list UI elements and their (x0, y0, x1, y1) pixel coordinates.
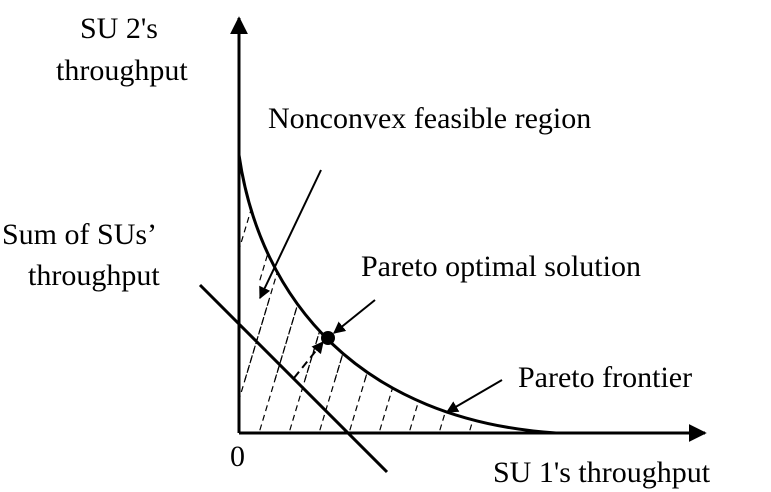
pareto-optimal-label: Pareto optimal solution (361, 250, 641, 283)
pareto-frontier-label: Pareto frontier (518, 361, 692, 394)
sum-throughput-label-line1: Sum of SUs’ (2, 218, 157, 251)
sum-direction-arrow (293, 341, 324, 379)
origin-label: 0 (230, 440, 245, 473)
y-axis-label-line1: SU 2's (80, 12, 158, 45)
pareto-optimal-point (321, 331, 335, 345)
nonconvex-region-label: Nonconvex feasible region (268, 102, 591, 135)
pareto-optimal-arrow (333, 299, 376, 334)
x-axis-label: SU 1's throughput (493, 456, 711, 489)
nonconvex-arrow (259, 169, 322, 300)
y-axis-label-line2: throughput (56, 54, 188, 87)
sum-throughput-label-line2: throughput (28, 259, 160, 292)
sum-throughput-line (198, 283, 389, 474)
pareto-frontier-curve (237, 154, 557, 435)
frontier-arrow (445, 379, 503, 413)
